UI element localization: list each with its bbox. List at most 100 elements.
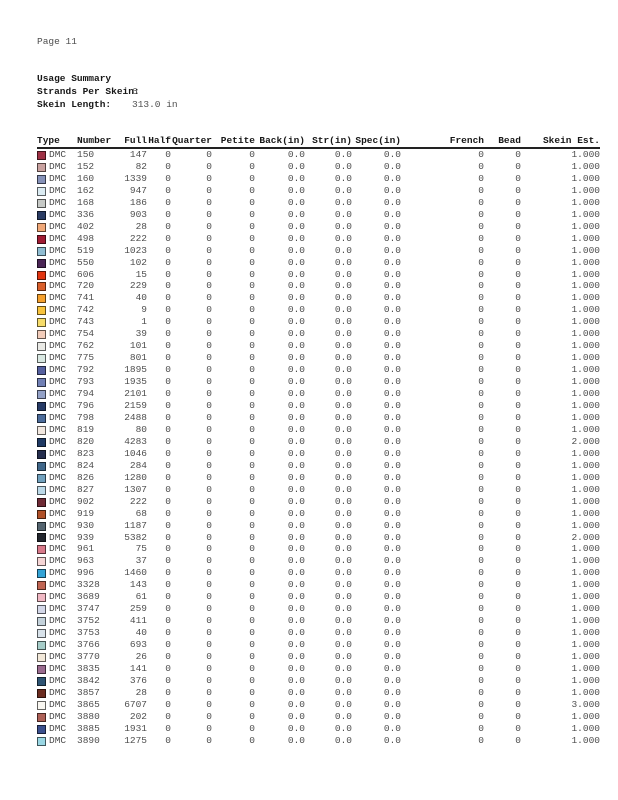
back-in-cell: 0.0 [287, 292, 305, 304]
bead-cell: 0 [515, 388, 521, 400]
quarter-cell: 0 [206, 603, 212, 615]
type-cell: DMC [49, 579, 67, 591]
number-cell: 826 [77, 471, 95, 483]
column-header-bead: Bead [484, 133, 521, 149]
quarter-cell: 0 [206, 722, 212, 734]
quarter-cell: 0 [206, 543, 212, 555]
full-cell: 1 [141, 316, 147, 328]
skein-est-cell: 1.000 [571, 483, 600, 495]
back-in-cell: 0.0 [287, 734, 305, 746]
number-cell: 3865 [77, 698, 100, 710]
table-row: DMC 498 222 0 0 0 0.0 0.0 0.0 0 0 1.000 [37, 233, 600, 245]
swatch-cell [37, 543, 49, 555]
type-cell: DMC [49, 483, 67, 495]
color-swatch [37, 354, 46, 364]
color-swatch [37, 653, 46, 662]
petite-cell: 0 [249, 376, 255, 388]
spec-in-cell: 0.0 [383, 698, 401, 710]
petite-cell: 0 [249, 340, 255, 352]
swatch-cell [37, 340, 49, 352]
usage-table-body: DMC 150 147 0 0 0 0.0 0.0 0.0 0 0 1.000 DMC 152 82 0 0 0 0… [37, 148, 600, 747]
type-cell: DMC [49, 651, 67, 663]
back-in-cell: 0.0 [287, 208, 305, 220]
str-in-cell: 0.0 [334, 603, 352, 615]
type-cell: DMC [49, 627, 67, 639]
type-cell: DMC [49, 423, 67, 435]
type-cell: DMC [49, 160, 67, 172]
swatch-cell [37, 376, 49, 388]
full-cell: 37 [135, 555, 147, 567]
full-cell: 229 [129, 280, 147, 292]
quarter-cell: 0 [206, 459, 212, 471]
type-cell: DMC [49, 352, 67, 364]
half-cell: 0 [165, 507, 171, 519]
number-cell: 519 [77, 244, 95, 256]
full-cell: 1931 [124, 722, 147, 734]
spec-in-cell: 0.0 [383, 400, 401, 412]
quarter-cell: 0 [206, 447, 212, 459]
spec-in-cell: 0.0 [383, 734, 401, 746]
bead-cell: 0 [515, 495, 521, 507]
number-cell: 819 [77, 423, 95, 435]
quarter-cell: 0 [206, 615, 212, 627]
number-cell: 3753 [77, 627, 100, 639]
french-cell: 0 [478, 459, 484, 471]
back-in-cell: 0.0 [287, 519, 305, 531]
spec-in-cell: 0.0 [383, 555, 401, 567]
table-row: DMC 742 9 0 0 0 0.0 0.0 0.0 0 0 1.000 [37, 304, 600, 316]
half-cell: 0 [165, 722, 171, 734]
back-in-cell: 0.0 [287, 232, 305, 244]
type-cell: DMC [49, 256, 67, 268]
swatch-cell [37, 364, 49, 376]
str-in-cell: 0.0 [334, 710, 352, 722]
spec-in-cell: 0.0 [383, 627, 401, 639]
str-in-cell: 0.0 [334, 160, 352, 172]
number-cell: 160 [77, 172, 95, 184]
type-cell: DMC [49, 304, 67, 316]
swatch-cell [37, 639, 49, 651]
bead-cell: 0 [515, 280, 521, 292]
str-in-cell: 0.0 [334, 483, 352, 495]
number-cell: 152 [77, 160, 95, 172]
half-cell: 0 [165, 208, 171, 220]
back-in-cell: 0.0 [287, 615, 305, 627]
skein-est-cell: 1.000 [571, 184, 600, 196]
spec-in-cell: 0.0 [383, 651, 401, 663]
quarter-cell: 0 [206, 471, 212, 483]
skein-length-value: 313.0 in [132, 99, 178, 110]
spec-in-cell: 0.0 [383, 352, 401, 364]
skein-est-cell: 1.000 [571, 172, 600, 184]
bead-cell: 0 [515, 172, 521, 184]
swatch-cell [37, 687, 49, 699]
petite-cell: 0 [249, 627, 255, 639]
skein-est-cell: 1.000 [571, 495, 600, 507]
bead-cell: 0 [515, 627, 521, 639]
skein-est-cell: 1.000 [571, 328, 600, 340]
str-in-cell: 0.0 [334, 567, 352, 579]
type-cell: DMC [49, 292, 67, 304]
quarter-cell: 0 [206, 292, 212, 304]
petite-cell: 0 [249, 364, 255, 376]
half-cell: 0 [165, 639, 171, 651]
back-in-cell: 0.0 [287, 364, 305, 376]
petite-cell: 0 [249, 471, 255, 483]
swatch-cell [37, 615, 49, 627]
color-swatch [37, 629, 46, 639]
number-cell: 823 [77, 447, 95, 459]
swatch-cell [37, 400, 49, 412]
spec-in-cell: 0.0 [383, 615, 401, 627]
half-cell: 0 [165, 447, 171, 459]
str-in-cell: 0.0 [334, 698, 352, 710]
back-in-cell: 0.0 [287, 388, 305, 400]
petite-cell: 0 [249, 495, 255, 507]
petite-cell: 0 [249, 244, 255, 256]
french-cell: 0 [478, 364, 484, 376]
petite-cell: 0 [249, 423, 255, 435]
color-swatch [37, 390, 46, 400]
french-cell: 0 [478, 280, 484, 292]
type-cell: DMC [49, 674, 67, 686]
skein-est-cell: 1.000 [571, 567, 600, 579]
type-cell: DMC [49, 268, 67, 280]
skein-est-cell: 1.000 [571, 686, 600, 698]
bead-cell: 0 [515, 160, 521, 172]
